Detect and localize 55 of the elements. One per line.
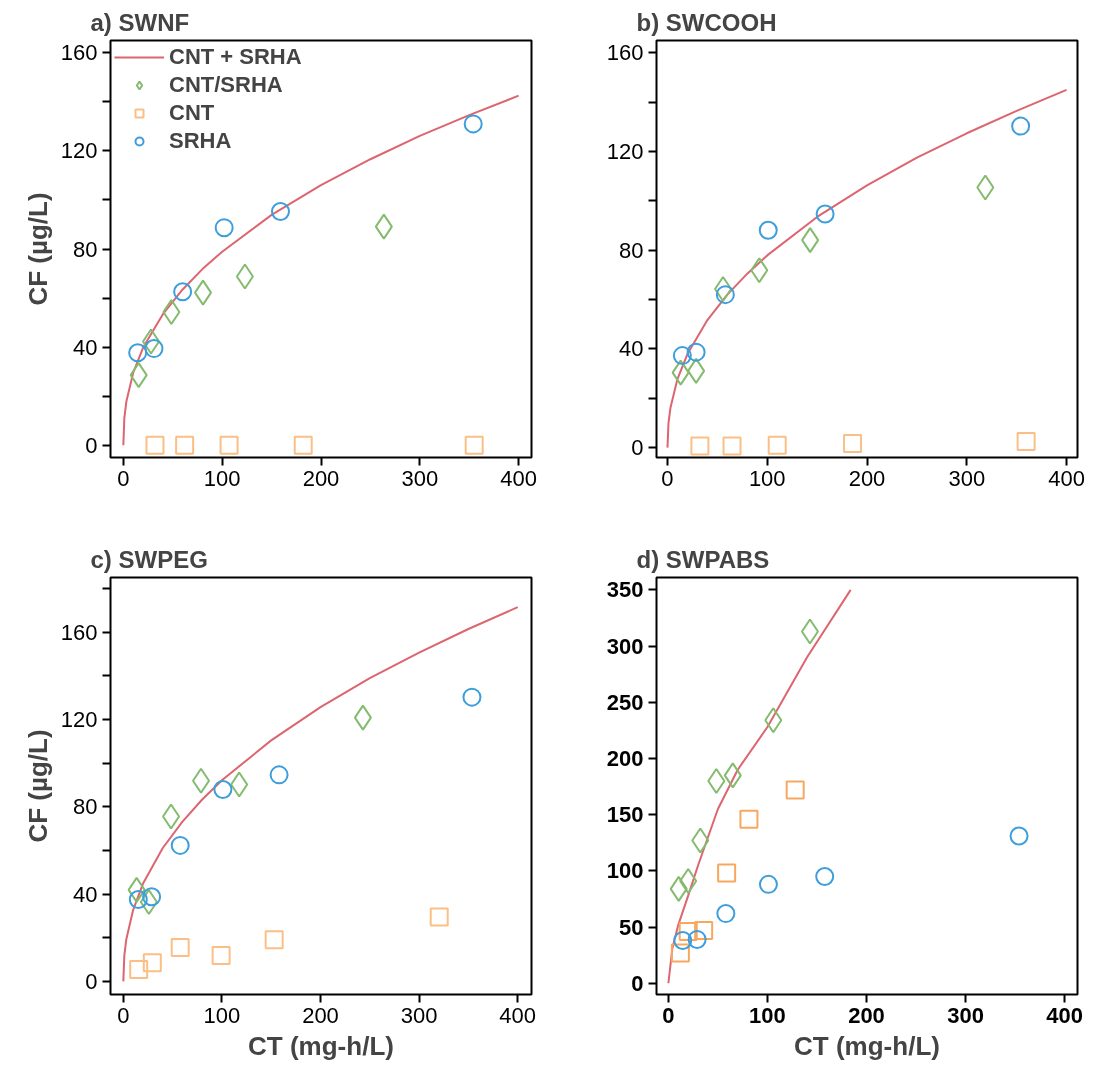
x-tick-label: 300 bbox=[948, 465, 986, 491]
y-tick-label: 40 bbox=[619, 336, 644, 362]
legend-label: CNT + SRHA bbox=[169, 44, 302, 70]
y-tick-label: 250 bbox=[606, 689, 644, 715]
chart-title: a) SWNF bbox=[90, 8, 190, 36]
x-axis-title: CT (mg-h/L) bbox=[794, 1030, 940, 1061]
y-tick-label: 80 bbox=[73, 794, 98, 820]
y-tick-label: 40 bbox=[73, 334, 98, 360]
x-tick-label: 0 bbox=[662, 1002, 675, 1028]
y-tick-label: 120 bbox=[60, 138, 98, 164]
y-tick-label: 80 bbox=[619, 237, 644, 263]
x-tick-label: 400 bbox=[499, 1002, 537, 1028]
y-tick-label: 0 bbox=[631, 435, 644, 461]
y-tick-label: 160 bbox=[60, 40, 98, 66]
legend-label: CNT bbox=[169, 100, 215, 126]
y-tick-label: 160 bbox=[60, 619, 98, 645]
x-tick-label: 0 bbox=[117, 1002, 130, 1028]
x-tick-label: 100 bbox=[203, 1002, 241, 1028]
x-tick-label: 0 bbox=[661, 465, 674, 491]
y-axis-title: CF (µg/L) bbox=[22, 729, 53, 843]
x-tick-label: 100 bbox=[748, 465, 786, 491]
y-tick-label: 300 bbox=[606, 633, 644, 659]
y-tick-label: 120 bbox=[60, 706, 98, 732]
y-tick-label: 120 bbox=[606, 139, 644, 165]
y-tick-label: 0 bbox=[85, 432, 98, 458]
x-tick-label: 100 bbox=[749, 1002, 786, 1028]
x-tick-label: 200 bbox=[302, 1002, 339, 1028]
y-tick-label: 80 bbox=[73, 236, 98, 262]
y-axis-title: CF (µg/L) bbox=[22, 192, 53, 306]
y-tick-label: 40 bbox=[73, 881, 98, 907]
y-tick-label: 200 bbox=[606, 745, 644, 771]
chart-title: b) SWCOOH bbox=[636, 8, 777, 36]
y-tick-label: 0 bbox=[85, 968, 98, 994]
legend-label: CNT/SRHA bbox=[169, 72, 283, 98]
x-tick-label: 200 bbox=[302, 465, 340, 491]
y-tick-label: 160 bbox=[606, 40, 644, 66]
y-tick-label: 100 bbox=[606, 858, 644, 884]
x-tick-label: 300 bbox=[401, 465, 439, 491]
y-tick-label: 350 bbox=[606, 577, 644, 603]
y-tick-label: 0 bbox=[631, 970, 644, 996]
x-tick-label: 0 bbox=[117, 465, 130, 491]
x-axis-title: CT (mg-h/L) bbox=[248, 1030, 394, 1061]
y-tick-label: 150 bbox=[606, 802, 644, 828]
x-tick-label: 100 bbox=[203, 465, 241, 491]
x-tick-label: 400 bbox=[1048, 465, 1085, 491]
x-tick-label: 300 bbox=[947, 1002, 984, 1028]
legend-label: SRHA bbox=[169, 128, 232, 154]
x-tick-label: 400 bbox=[1046, 1002, 1083, 1028]
chart-title: c) SWPEG bbox=[90, 545, 208, 573]
y-tick-label: 50 bbox=[619, 914, 644, 940]
chart-title: d) SWPABS bbox=[636, 545, 770, 573]
x-tick-label: 400 bbox=[500, 465, 538, 491]
x-tick-label: 300 bbox=[400, 1002, 438, 1028]
x-tick-label: 200 bbox=[848, 465, 886, 491]
x-tick-label: 200 bbox=[848, 1002, 885, 1028]
